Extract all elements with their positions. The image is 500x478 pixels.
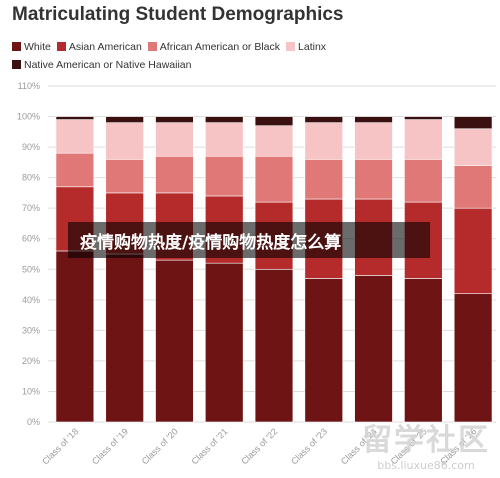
bar-segment — [155, 259, 194, 423]
bar-segment — [254, 155, 294, 203]
bar-segment — [254, 116, 294, 127]
y-tick-label: 90% — [22, 142, 40, 152]
bar-segment — [304, 122, 343, 160]
y-tick-label: 80% — [22, 173, 40, 183]
x-tick-label: Class of '20 — [140, 426, 180, 466]
y-axis-ticks: 0% 10% 20% 30% 40% 50% 60% 70% 80% 90% 100% 110% — [17, 81, 40, 427]
bar-segment — [105, 253, 144, 423]
legend-label: White — [24, 40, 51, 53]
bar-segment — [354, 275, 393, 423]
legend-swatch — [56, 42, 66, 51]
x-tick-label: Class of '23 — [289, 426, 329, 466]
bar-segment — [304, 278, 343, 423]
legend-item: African American or Black — [147, 40, 281, 53]
bar-segment — [55, 152, 95, 188]
y-tick-label: 30% — [22, 325, 40, 335]
bar-segment — [453, 293, 493, 423]
bar-segment — [404, 159, 443, 203]
legend: White Asian American African American or B… — [12, 38, 492, 74]
bar-segment — [354, 116, 393, 123]
legend-item: White — [12, 41, 51, 53]
legend-swatch — [12, 60, 21, 69]
bar-segment — [404, 116, 443, 120]
bar-segment — [404, 278, 443, 423]
bar-segment — [55, 250, 95, 423]
legend-swatch — [12, 42, 21, 51]
bar-segment — [453, 165, 493, 209]
y-tick-label: 20% — [22, 356, 40, 366]
legend-item: Latinx — [286, 41, 326, 53]
bar-segment — [155, 116, 194, 123]
y-tick-label: 50% — [22, 264, 40, 274]
bar-segment — [304, 159, 343, 200]
legend-label: Latinx — [298, 40, 327, 53]
legend-swatch — [147, 42, 157, 51]
y-tick-label: 40% — [22, 295, 40, 305]
bar-segment — [254, 125, 294, 157]
bar-segment — [105, 122, 144, 160]
watermark-sub-text: bbs.liuxue86.com — [377, 459, 475, 472]
bar-segment — [155, 122, 194, 157]
bar-segment — [105, 116, 144, 123]
watermark-main-text: 留学社区 — [362, 423, 490, 458]
bar-segment — [55, 116, 95, 120]
bar-segment — [453, 116, 493, 130]
bar-segment — [404, 119, 443, 160]
legend-label: African American or Black — [159, 40, 281, 53]
overlay-banner: 疫情购物热度/疫情购物热度怎么算 — [68, 222, 430, 258]
bar-segment — [304, 116, 343, 123]
watermark-logo: 留学社区 bbs.liuxue86.com — [362, 415, 490, 472]
bar-segment — [55, 119, 95, 154]
bar-segment — [205, 116, 244, 123]
bar-segment — [105, 159, 144, 194]
legend-swatch — [286, 42, 296, 51]
bar-segment — [155, 155, 194, 194]
stacked-bars — [55, 116, 493, 423]
bar-segment — [453, 207, 493, 295]
bar-segment — [205, 122, 244, 157]
bar-segment — [453, 128, 493, 166]
x-tick-label: Class of '19 — [90, 426, 130, 466]
legend-item: Native American or Native Hawaiian — [12, 59, 192, 71]
legend-label: Asian American — [68, 40, 142, 53]
y-tick-label: 100% — [17, 112, 40, 122]
legend-label: Native American or Native Hawaiian — [24, 58, 192, 71]
x-tick-label: Class of '21 — [190, 426, 230, 466]
legend-item: Asian American — [56, 40, 142, 53]
x-tick-label: Class of '18 — [40, 426, 80, 466]
y-tick-label: 110% — [18, 81, 40, 91]
y-tick-label: 0% — [27, 417, 40, 427]
chart-title: Matriculating Student Demographics — [12, 4, 344, 25]
bar-segment — [205, 155, 244, 197]
bar-segment — [254, 268, 294, 423]
bar-segment — [354, 159, 393, 200]
y-tick-label: 10% — [22, 386, 40, 396]
bar-segment — [205, 262, 244, 423]
bar-segment — [354, 122, 393, 160]
y-tick-label: 60% — [22, 234, 40, 244]
x-tick-label: Class of '22 — [239, 426, 279, 466]
y-tick-label: 70% — [22, 203, 40, 213]
